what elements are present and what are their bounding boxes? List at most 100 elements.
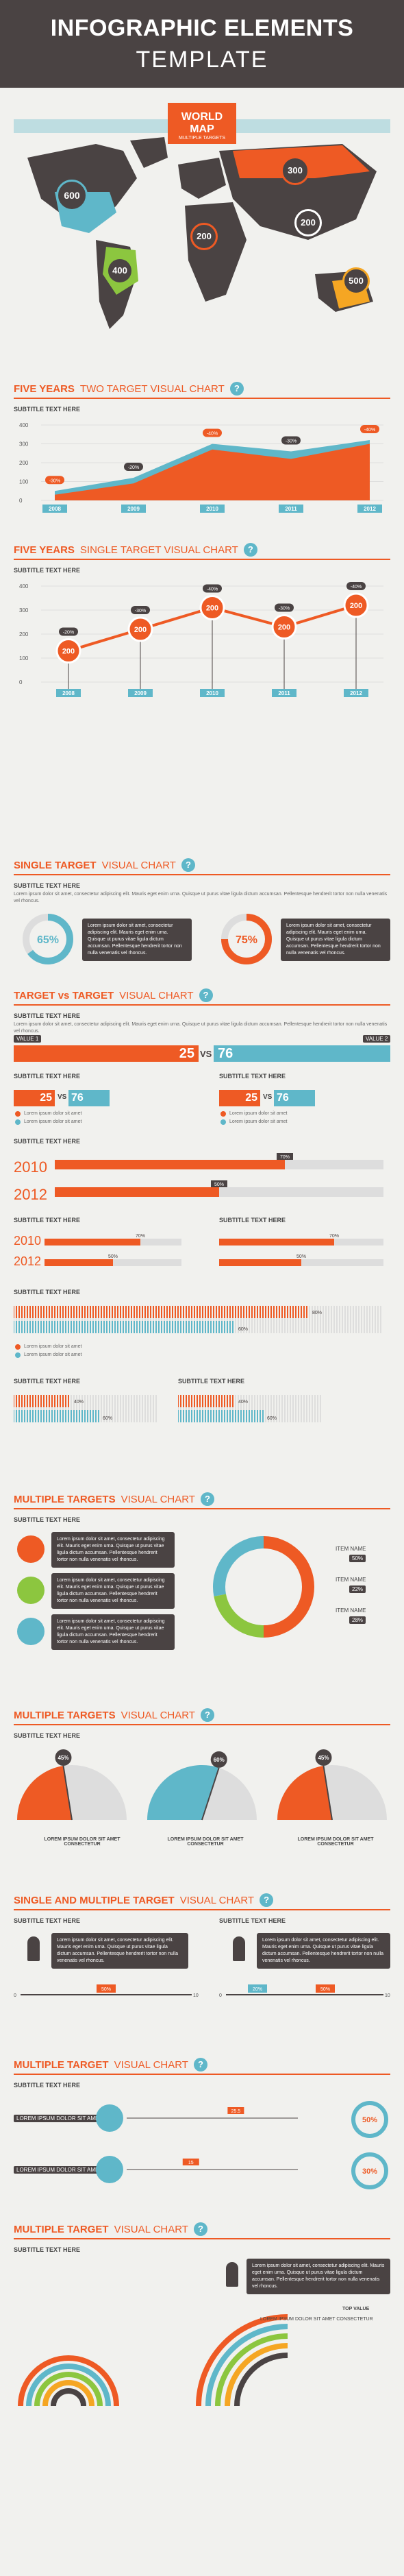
- range-bar-2: 15: [127, 2159, 298, 2170]
- stripe-label: 40%: [238, 1400, 248, 1405]
- help-icon[interactable]: ?: [199, 988, 213, 1002]
- bar-fill: [219, 1239, 334, 1246]
- arc-chart-right: [196, 2314, 288, 2407]
- section-description: Lorem ipsum dolor sit amet, consectetur …: [14, 1022, 388, 1034]
- section-title-rest: VISUAL CHART: [121, 1493, 195, 1505]
- gauge-fill: [147, 1765, 219, 1820]
- help-icon[interactable]: ?: [200, 1492, 214, 1506]
- arc-chart-left: [18, 2355, 119, 2407]
- x-tick-label: 2010: [206, 690, 218, 696]
- section-title-multi2: MULTIPLE TARGETS VISUAL CHART ?: [14, 1707, 214, 1723]
- x-tick-bg: [279, 505, 303, 513]
- vs-small-left-a: 25: [14, 1090, 55, 1106]
- section-subtitle: SUBTITLE TEXT HERE: [14, 2082, 81, 2089]
- data-label-bg: [281, 436, 301, 445]
- section-subtitle: SUBTITLE TEXT HERE: [219, 1917, 286, 1924]
- ring-1: 50%: [351, 2101, 388, 2138]
- data-label-bg: [45, 476, 64, 485]
- section-rule: [14, 1909, 390, 1910]
- year-label: 2012: [14, 1186, 47, 1203]
- help-icon[interactable]: ?: [193, 2058, 207, 2071]
- section-title-rest: VISUAL CHART: [119, 989, 194, 1001]
- x-tick-bg: [357, 505, 382, 513]
- slider-label: 20%: [253, 1987, 262, 1992]
- help-icon[interactable]: ?: [260, 1893, 274, 1907]
- section-subtitle: SUBTITLE TEXT HERE: [14, 1917, 81, 1924]
- section-rule: [14, 1508, 390, 1509]
- line-point: [271, 614, 297, 640]
- top-value-label: TOP VALUE: [342, 2307, 370, 2311]
- bar-label: 70%: [136, 1234, 145, 1239]
- legend-item: Lorem ipsum dolor sit amet: [229, 1111, 288, 1116]
- donut-label: 75%: [236, 934, 257, 946]
- vs-small-value: 76: [277, 1092, 289, 1104]
- gauge-1: 45%: [17, 1749, 127, 1821]
- world-map-section: WORLD MAP MULTIPLE TARGETS 600 400 200 3…: [14, 103, 390, 363]
- section-rule: [14, 1724, 390, 1725]
- line-point: [343, 592, 369, 618]
- map-marker-5: 200: [294, 209, 322, 236]
- section-title-five-two: FIVE YEARS TWO TARGET VISUAL CHART ?: [14, 380, 244, 397]
- year-label-small: 2010: [14, 1234, 42, 1248]
- section-title-rest: TWO TARGET VISUAL CHART: [79, 382, 225, 395]
- vs-small-left-b: 25: [219, 1090, 260, 1106]
- person-icon: [27, 1936, 40, 1961]
- multi-donut: [213, 1536, 314, 1638]
- legend-swatch: [15, 1119, 21, 1125]
- section-rule: [14, 559, 390, 560]
- gauge-3: 45%: [277, 1749, 387, 1821]
- text-box: Lorem ipsum dolor sit amet, consectetur …: [51, 1573, 175, 1609]
- vs-bar-right: 76: [214, 1045, 390, 1062]
- section-subtitle: SUBTITLE TEXT HERE: [14, 882, 81, 889]
- gauge-label-bg: [315, 1749, 332, 1766]
- help-icon[interactable]: ?: [193, 2222, 207, 2236]
- section-title-rest: VISUAL CHART: [121, 1709, 195, 1721]
- item-value: 50%: [349, 1555, 366, 1562]
- section-rule: [14, 874, 390, 875]
- bar-label: 70%: [280, 1155, 290, 1160]
- vs-small-right-b: 76: [274, 1090, 315, 1106]
- slider-label: 50%: [101, 1987, 111, 1992]
- point-label: 200: [62, 648, 75, 656]
- point-label: 200: [278, 624, 290, 632]
- text-box: Lorem ipsum dolor sit amet, consectetur …: [257, 1933, 390, 1969]
- gauge-needle: [62, 1765, 73, 1821]
- x-tick-bg: [42, 505, 67, 513]
- y-tick-label: 400: [19, 583, 29, 590]
- section-title-rest: VISUAL CHART: [114, 2223, 188, 2235]
- item-name: ITEM NAME: [336, 1607, 366, 1614]
- gauge-caption: LOREM IPSUM DOLOR SIT AMET CONSECTETUR: [167, 1837, 244, 1847]
- slider-min: 0: [14, 1993, 16, 1998]
- help-icon[interactable]: ?: [243, 543, 257, 557]
- section-title-single-target: SINGLE TARGET VISUAL CHART ?: [14, 857, 195, 873]
- help-icon[interactable]: ?: [229, 382, 244, 396]
- x-tick-label: 2010: [206, 506, 218, 512]
- section-subtitle: SUBTITLE TEXT HERE: [219, 1217, 286, 1224]
- help-icon[interactable]: ?: [181, 858, 195, 872]
- caps-label: LOREM IPSUM DOLOR SIT AMET: [14, 2115, 105, 2122]
- bar-fill: [45, 1239, 140, 1246]
- caps-label: LOREM IPSUM DOLOR SIT AMET: [14, 2166, 105, 2174]
- section-title-accent: MULTIPLE TARGETS: [14, 1493, 116, 1505]
- bar-label: 70%: [329, 1234, 339, 1239]
- legend-swatch: [220, 1111, 226, 1117]
- gauge-label: 45%: [318, 1755, 329, 1761]
- stripe-label: 60%: [267, 1416, 277, 1421]
- x-tick-bg: [344, 689, 368, 697]
- section-rule: [14, 2074, 390, 2075]
- legend-item: Lorem ipsum dolor sit amet: [24, 1344, 82, 1349]
- y-tick-label: 300: [19, 441, 29, 448]
- data-label: -40%: [351, 585, 362, 590]
- section-description: Lorem ipsum dolor sit amet, consectetur …: [14, 892, 388, 903]
- help-icon[interactable]: ?: [200, 1708, 214, 1722]
- text-box: Lorem ipsum dolor sit amet, consectetur …: [51, 1532, 175, 1568]
- donut-label: 65%: [37, 934, 59, 946]
- section-title-multi3: MULTIPLE TARGET VISUAL CHART ?: [14, 2056, 207, 2073]
- year-bars-small-b: 70% 50%: [219, 1234, 383, 1266]
- x-tick-label: 2011: [285, 506, 297, 512]
- section-title-accent: MULTIPLE TARGET: [14, 2223, 109, 2235]
- section-subtitle: SUBTITLE TEXT HERE: [14, 1073, 81, 1080]
- x-tick-bg: [128, 689, 153, 697]
- section-subtitle: SUBTITLE TEXT HERE: [178, 1378, 245, 1385]
- text-box: Lorem ipsum dolor sit amet, consectetur …: [82, 919, 192, 961]
